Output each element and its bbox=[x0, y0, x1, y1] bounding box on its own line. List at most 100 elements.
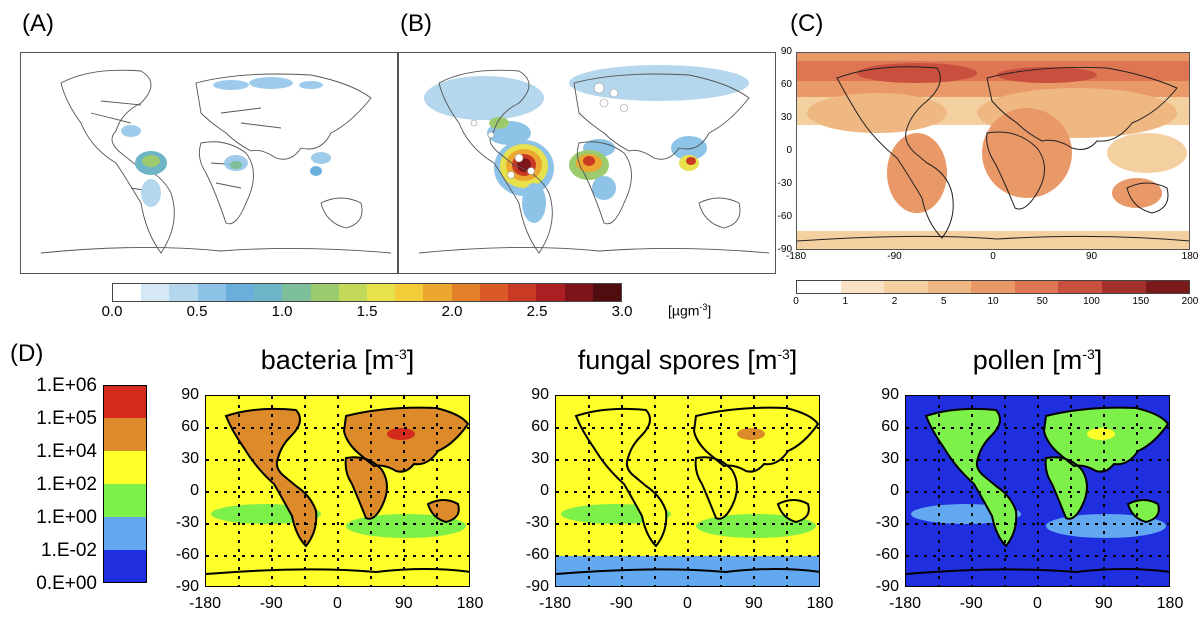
map-c-graphic bbox=[797, 53, 1189, 249]
map-d-title: fungal spores [m-3] bbox=[578, 345, 798, 376]
colorbar-c-swatch bbox=[1101, 281, 1146, 293]
map-d-y-tick: 60 bbox=[881, 418, 899, 435]
legend-d-swatch bbox=[103, 550, 147, 583]
map-d-y-tick: 30 bbox=[881, 450, 899, 467]
colorbar-c-swatch bbox=[1145, 281, 1190, 293]
map-d-title-sup: -3 bbox=[777, 346, 790, 362]
colorbar-c-swatch bbox=[971, 281, 1015, 293]
unit-sup: -3 bbox=[699, 302, 708, 312]
map-d-title-end: ] bbox=[1094, 345, 1103, 375]
map-d-x-tick: -90 bbox=[259, 595, 283, 612]
colorbar-c-swatch bbox=[1014, 281, 1059, 293]
map-d-y-tick: -30 bbox=[175, 514, 199, 531]
map-d-title-sup: -3 bbox=[1082, 346, 1095, 362]
colorbar-c-swatch bbox=[840, 281, 885, 293]
map-d-y-tick: 90 bbox=[881, 386, 899, 403]
map-d-x-tick: 90 bbox=[394, 595, 413, 612]
colorbar-ab-tick: 2.0 bbox=[441, 303, 463, 320]
map-d-title: bacteria [m-3] bbox=[261, 345, 415, 376]
map-d-y-tick: -90 bbox=[875, 578, 899, 595]
map-d-title-end: ] bbox=[789, 345, 798, 375]
map-d-x-tick: -180 bbox=[188, 595, 222, 612]
map-d-x-tick: 90 bbox=[1094, 595, 1113, 612]
map-d-title-sup: -3 bbox=[394, 346, 407, 362]
legend-d-label: 1.E+00 bbox=[36, 507, 97, 528]
map-c-y-tick: -30 bbox=[777, 178, 792, 189]
map-c-y-tick: -90 bbox=[777, 244, 792, 255]
map-c-x-tick: 180 bbox=[1181, 251, 1199, 262]
map-d-frame bbox=[555, 395, 820, 587]
map-d-y-tick: 60 bbox=[531, 418, 549, 435]
colorbar-ab-tick: 0.5 bbox=[186, 303, 208, 320]
colorbar-ab-tick: 1.0 bbox=[271, 303, 293, 320]
colorbar-ab-swatch bbox=[592, 284, 621, 301]
map-d-y-tick: 0 bbox=[540, 482, 549, 499]
colorbar-ab-swatch bbox=[141, 284, 170, 301]
colorbar-c-tick: 0 bbox=[793, 296, 799, 307]
colorbar-c-tick: 10 bbox=[987, 296, 999, 307]
map-b-graphic bbox=[418, 65, 770, 254]
map-d-y-tick: -60 bbox=[175, 546, 199, 563]
map-d-frame bbox=[905, 395, 1170, 587]
map-b bbox=[398, 52, 776, 274]
legend-d-label: 0.E+00 bbox=[36, 573, 97, 594]
colorbar-ab-swatch bbox=[479, 284, 509, 301]
map-d-x-tick: 0 bbox=[683, 595, 692, 612]
legend-d-swatch bbox=[103, 517, 147, 550]
map-c-y-tick: 0 bbox=[786, 145, 792, 156]
panel-d-label: (D) bbox=[10, 340, 44, 367]
map-c-y-tick: -60 bbox=[777, 211, 792, 222]
colorbar-ab-tick: 0.0 bbox=[101, 303, 123, 320]
colorbar-ab-swatch bbox=[338, 284, 367, 301]
map-a-graphic bbox=[40, 69, 392, 254]
colorbar-ab-swatch bbox=[197, 284, 226, 301]
map-d-y-tick: 0 bbox=[890, 482, 899, 499]
legend-d-swatch bbox=[103, 451, 147, 484]
map-d-title: pollen [m-3] bbox=[973, 345, 1103, 376]
unit-main: [µgm bbox=[668, 302, 700, 319]
colorbar-ab-swatch bbox=[536, 284, 565, 301]
colorbar-c-swatch bbox=[927, 281, 972, 293]
map-d-x-tick: -180 bbox=[538, 595, 572, 612]
map-d-y-tick: -90 bbox=[175, 578, 199, 595]
map-c bbox=[796, 52, 1190, 250]
colorbar-ab-unit: [µgm-3] bbox=[668, 302, 711, 319]
map-d-x-tick: 90 bbox=[744, 595, 763, 612]
map-c-x-tick: 90 bbox=[1085, 251, 1098, 262]
colorbar-ab-swatch bbox=[508, 284, 537, 301]
colorbar-c-tick: 150 bbox=[1132, 296, 1150, 307]
unit-end: ] bbox=[707, 302, 712, 319]
map-d-title-main: fungal spores [m bbox=[577, 345, 778, 375]
map-d-x-tick: 180 bbox=[806, 595, 834, 612]
map-d-x-tick: -90 bbox=[609, 595, 633, 612]
colorbar-ab bbox=[112, 283, 622, 302]
map-d-frame bbox=[205, 395, 470, 587]
legend-d-label: 1.E-02 bbox=[41, 540, 97, 561]
map-d-x-tick: 180 bbox=[456, 595, 484, 612]
colorbar-ab-swatch bbox=[254, 284, 283, 301]
legend-d-label: 1.E+04 bbox=[36, 441, 97, 462]
colorbar-c-tick: 2 bbox=[891, 296, 898, 307]
panel-b-label: (B) bbox=[400, 10, 432, 37]
map-d-y-tick: -90 bbox=[525, 578, 549, 595]
panel-c-label: (C) bbox=[790, 10, 824, 37]
colorbar-ab-tick: 1.5 bbox=[356, 303, 378, 320]
map-d-x-tick: 0 bbox=[1033, 595, 1042, 612]
map-d-title-main: bacteria [m bbox=[260, 345, 395, 375]
colorbar-ab-swatch bbox=[423, 284, 452, 301]
colorbar-ab-tick: 2.5 bbox=[526, 303, 548, 320]
colorbar-ab-swatch bbox=[282, 284, 311, 301]
colorbar-c-swatch bbox=[1058, 281, 1102, 293]
map-d-y-tick: -30 bbox=[875, 514, 899, 531]
legend-d-border bbox=[103, 385, 147, 583]
map-d-y-tick: -60 bbox=[525, 546, 549, 563]
map-c-x-tick: -180 bbox=[785, 251, 807, 262]
colorbar-c-tick: 100 bbox=[1083, 296, 1100, 307]
map-d-y-tick: 90 bbox=[181, 386, 199, 403]
map-d-x-tick: -90 bbox=[959, 595, 983, 612]
colorbar-ab-swatch bbox=[169, 284, 198, 301]
map-d-x-tick: 180 bbox=[1156, 595, 1184, 612]
panel-a-label: (A) bbox=[22, 10, 54, 37]
map-d-x-tick: 0 bbox=[333, 595, 342, 612]
map-d-y-tick: -60 bbox=[875, 546, 899, 563]
